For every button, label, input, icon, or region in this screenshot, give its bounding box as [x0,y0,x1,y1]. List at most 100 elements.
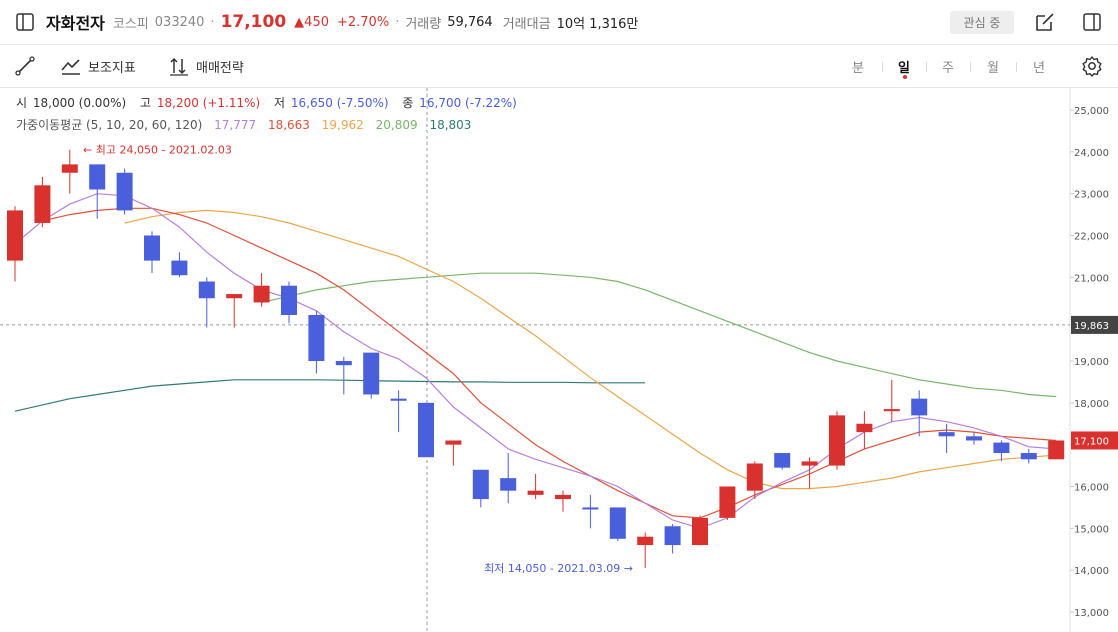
indicator-icon [61,59,80,75]
candle-body [226,294,243,299]
period-year[interactable]: 년 [1033,61,1045,76]
y-tick-label: 19,000 [1074,357,1109,368]
max-annotation: ← 최고 24,050 - 2021.02.03 [83,144,232,157]
indicator-label: 보조지표 [88,60,136,76]
market-name: 코스피 [112,16,149,32]
candle-body [993,442,1010,454]
candle-body [61,164,78,173]
y-tick-label: 16,000 [1074,483,1109,494]
ma60-line [261,272,1057,398]
candle-body [1020,453,1037,460]
low-value: 16,650 (-7.50%) [290,96,389,110]
strategy-label: 매매전략 [196,60,244,76]
candle-body [472,469,489,500]
period-minute[interactable]: 분 [852,61,864,76]
amount-label: 거래대금 [502,16,551,32]
ma-info: 가중이동평균 (5, 10, 20, 60, 120) 17,777 18,66… [16,116,473,133]
candle-body [883,409,900,412]
candle-body [34,185,51,223]
candle-body [144,235,160,261]
active-period-dot [903,75,907,79]
candle-body [363,352,380,395]
candlestick-chart[interactable]: 13,00014,00015,00016,00017,00018,00019,0… [0,88,1118,632]
candle-body [829,415,845,466]
close-label: 종 [402,96,414,110]
crosshair-price-tag: 19,863 [1074,321,1109,332]
buy-sell-icon [170,57,188,76]
stock-header: 자화전자 코스피 033240 · 17,100 ▲450 +2.70% · 거… [0,0,1118,45]
y-tick-label: 22,000 [1074,232,1109,243]
crosshair-price-tag-bg [1071,315,1118,334]
price-change-pct: +2.70% [336,14,390,30]
volume-value: 59,764 [447,14,493,30]
y-tick-label: 24,000 [1074,148,1109,159]
candle-body [527,490,544,495]
y-tick-label: 14,000 [1074,566,1109,577]
line-draw-icon [15,56,35,76]
candle-body [966,436,982,441]
edit-icon[interactable] [1034,11,1056,33]
candle-body [253,285,270,303]
y-axis-panel [1070,88,1118,632]
candle-body [390,398,407,401]
candle-body [774,453,791,468]
candle-body [637,536,654,546]
high-value: 18,200 (+1.11%) [156,96,261,110]
candle-body [692,517,708,546]
watch-button[interactable]: 관심 중 [950,11,1014,34]
draw-tool-button[interactable] [14,45,36,87]
high-label: 고 [140,96,152,110]
period-day[interactable]: 일 [898,61,910,76]
candle-body [938,432,955,437]
ma10-line [42,207,1057,519]
candle-body [171,260,188,276]
stock-code: 033240 [154,14,205,30]
candle-body [281,285,297,315]
candle-body [198,281,215,299]
min-annotation: 최저 14,050 - 2021.03.09 → [484,562,633,575]
ohlc-info: 시 18,000 (0.00%) 고 18,200 (+1.11%) 저 16,… [16,94,519,111]
period-month[interactable]: 월 [987,61,999,76]
indicator-button[interactable]: 보조지표 [60,45,136,87]
amount-value: 10억 1,316만 [556,16,639,32]
ma20-value: 19,962 [321,118,364,132]
ma120-line [14,379,646,412]
ma5-line [14,193,1057,529]
stock-name: 자화전자 [46,14,105,33]
sidebar-toggle-icon[interactable] [14,11,36,33]
candle-body [89,164,106,190]
candle-body [1048,440,1065,460]
low-label: 저 [274,96,286,110]
panel-toggle-icon[interactable] [1081,11,1103,33]
candle-body [664,526,681,546]
strategy-button[interactable]: 매매전략 [168,45,244,87]
candle-body [719,486,736,518]
price-change: ▲450 [294,14,329,30]
y-tick-label: 18,000 [1074,399,1109,410]
candle-body [555,494,571,500]
last-price-tag: 17,100 [1074,436,1109,447]
y-tick-label: 21,000 [1074,273,1109,284]
current-price: 17,100 [220,12,287,32]
y-tick-label: 15,000 [1074,524,1109,535]
ma60-value: 20,809 [375,118,418,132]
open-value: 18,000 (0.00%) [32,96,127,110]
y-tick-label: 23,000 [1074,190,1109,201]
candle-body [609,507,626,539]
candle-body [582,507,599,510]
candle-body [445,440,462,445]
candle-body [335,361,352,366]
candle-body [7,210,23,261]
y-tick-label: 25,000 [1074,106,1109,117]
ma120-value: 18,803 [429,118,472,132]
candle-body [746,463,763,491]
settings-gear-icon[interactable] [1081,55,1103,77]
ma-label: 가중이동평균 (5, 10, 20, 60, 120) [16,118,203,132]
y-tick-label: 13,000 [1074,608,1109,619]
ma20-line [124,209,1057,490]
candle-body [856,423,873,433]
volume-label: 거래량 [405,16,442,32]
period-week[interactable]: 주 [942,61,954,76]
candle-body [308,314,325,362]
candle-body [911,398,928,416]
